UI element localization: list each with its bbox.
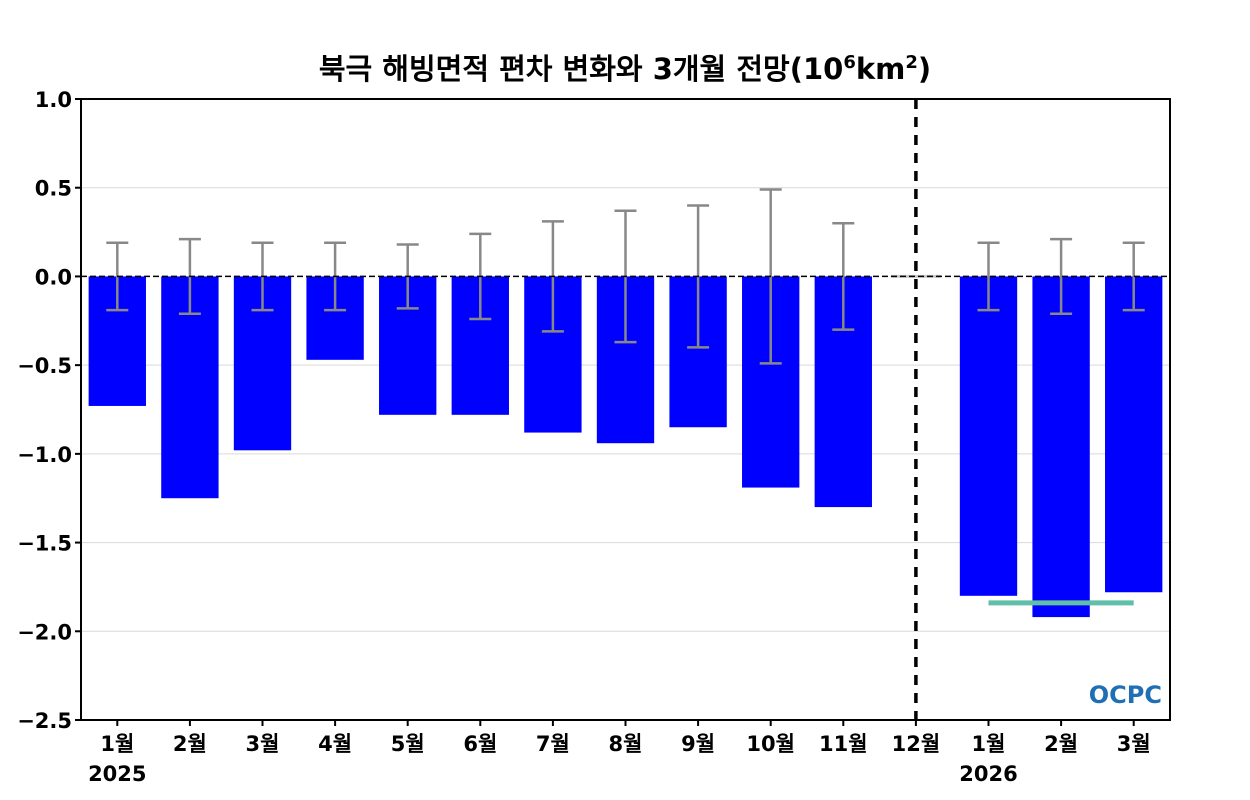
x-tick-label: 9월: [681, 732, 715, 756]
x-tick-label: 1월: [972, 732, 1006, 756]
tick-labels: 1.0 0.5 0.0 −0.5 −1.0 −1.5 −2.0 −2.5 1월 2월 3월 4월 5월 6…: [17, 88, 1150, 786]
y-tick-label: −2.5: [17, 709, 72, 733]
y-tick-label: 1.0: [35, 88, 72, 112]
year-label: 2025: [88, 762, 146, 786]
y-tick-label: −0.5: [17, 354, 72, 378]
x-tick-label: 6월: [463, 732, 497, 756]
x-tick-label: 10월: [746, 732, 795, 756]
x-tick-label: 5월: [391, 732, 425, 756]
year-label: 2026: [959, 762, 1017, 786]
title-sup-squared: 2: [905, 52, 918, 73]
y-tick-label: 0.5: [35, 177, 72, 201]
y-tick-label: −2.0: [17, 620, 72, 644]
error-bar: [1122, 241, 1145, 312]
title-end: ): [918, 52, 931, 86]
bar: [1105, 276, 1163, 593]
y-tick-label: 0.0: [35, 265, 72, 289]
y-tick-label: −1.5: [17, 532, 72, 556]
x-tick-label: 3월: [246, 732, 280, 756]
title-unit: km: [856, 52, 906, 86]
y-tick-label: −1.0: [17, 443, 72, 467]
chart-title: 북극 해빙면적 편차 변화와 3개월 전망(106km2): [319, 52, 931, 86]
x-tick-label: 11월: [819, 732, 868, 756]
logo-text: OCPC: [1089, 681, 1162, 709]
x-tick-label: 8월: [609, 732, 643, 756]
bar: [1032, 276, 1090, 618]
error-bar: [1050, 237, 1073, 315]
x-tick-label: 2월: [173, 732, 207, 756]
bar: [959, 276, 1018, 596]
x-tick-label: 2월: [1044, 732, 1078, 756]
ocpc-logo: OCPC: [1089, 681, 1162, 709]
error-bar: [977, 241, 1000, 312]
title-sup-exponent: 6: [843, 52, 856, 73]
x-tick-label: 4월: [318, 732, 352, 756]
x-tick-label: 3월: [1117, 732, 1151, 756]
title-main: 북극 해빙면적 편차 변화와 3개월 전망(10: [319, 52, 843, 86]
x-tick-label: 1월: [100, 732, 134, 756]
x-tick-label: 12월: [892, 732, 941, 756]
error-bar: [832, 221, 855, 331]
bars: [88, 276, 1163, 618]
x-tick-label: 7월: [536, 732, 570, 756]
axes: [75, 98, 1171, 726]
